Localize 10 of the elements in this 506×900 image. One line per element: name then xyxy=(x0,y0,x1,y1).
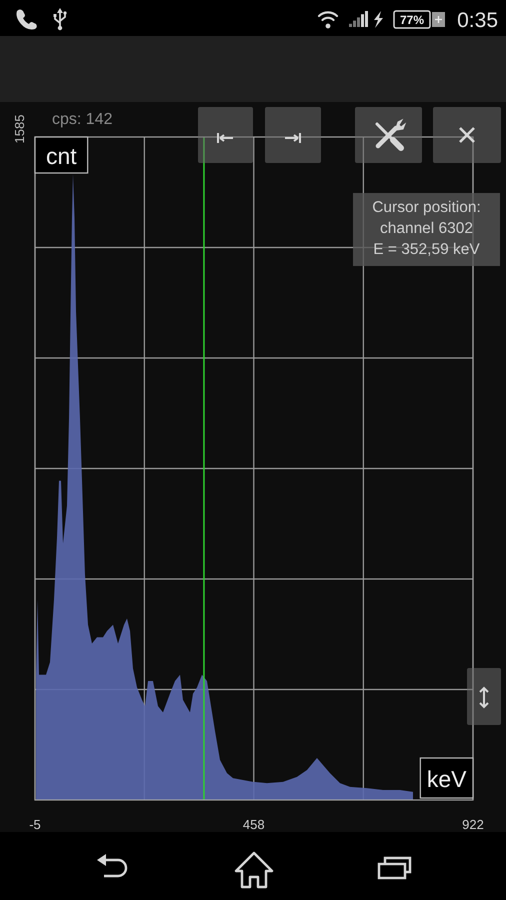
annotation: Cursor position: channel 6302 E = 352,59 keV xyxy=(372,199,481,258)
text: 77% xyxy=(400,13,424,27)
x-tick-label: -5 xyxy=(29,817,41,832)
y-axis-title: cnt xyxy=(46,143,78,169)
text: cps: 142 xyxy=(52,111,113,128)
x-axis-title: keV xyxy=(426,766,468,792)
text: 0:35 xyxy=(457,9,498,32)
text: 1585 xyxy=(12,114,27,144)
x-tick-label: 458 xyxy=(242,817,265,832)
x-tick-label: 922 xyxy=(462,817,484,832)
